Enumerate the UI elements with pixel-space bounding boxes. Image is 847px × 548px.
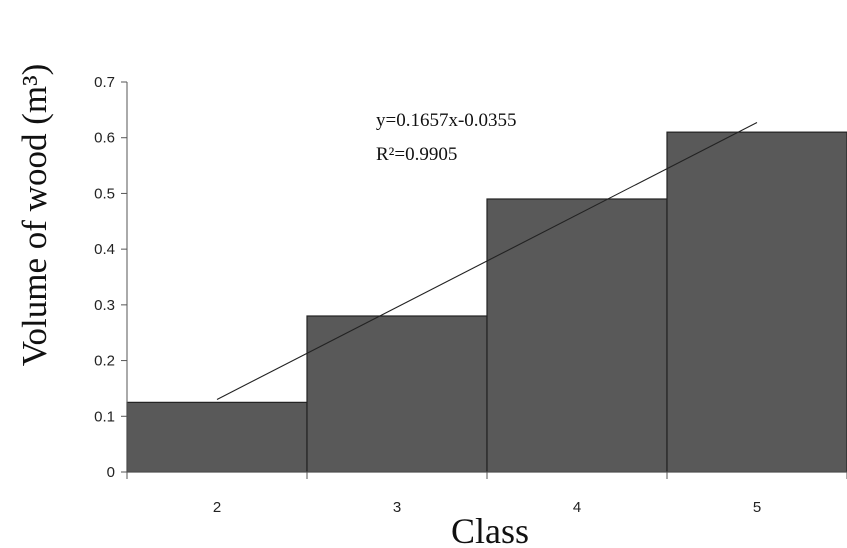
bar-class-3 — [306, 315, 488, 473]
x-tick-label: 4 — [573, 499, 581, 516]
y-tick-label: 0.1 — [94, 408, 115, 425]
bar-class-2 — [126, 401, 308, 473]
y-tick-label: 0.4 — [94, 241, 115, 258]
y-tick-label: 0.5 — [94, 185, 115, 202]
y-tick-label: 0.2 — [94, 353, 115, 370]
y-ticks-group: 0 0.1 0.2 0.3 0.4 0.5 0.6 0.7 — [94, 74, 127, 481]
bar-class-4 — [486, 198, 668, 473]
trendline — [216, 122, 758, 400]
y-tick-label: 0.6 — [94, 130, 115, 147]
y-tick-label: 0.7 — [94, 74, 115, 91]
x-ticks-group: 2 3 4 5 — [126, 472, 847, 516]
bars-group — [126, 131, 847, 473]
y-tick-label: 0.3 — [94, 297, 115, 314]
trendline-r-squared: R²=0.9905 — [376, 144, 457, 165]
y-tick-label: 0 — [107, 464, 115, 481]
trendline-group — [216, 122, 758, 400]
x-axis-title: Class — [451, 511, 529, 548]
trendline-equation: y=0.1657x-0.0355 — [376, 110, 517, 131]
x-tick-label: 2 — [213, 499, 221, 516]
x-tick-label: 3 — [393, 499, 401, 516]
x-tick-label: 5 — [753, 499, 761, 516]
bar-class-5 — [666, 131, 847, 473]
y-axis-title: Volume of wood (m³) — [15, 64, 54, 366]
